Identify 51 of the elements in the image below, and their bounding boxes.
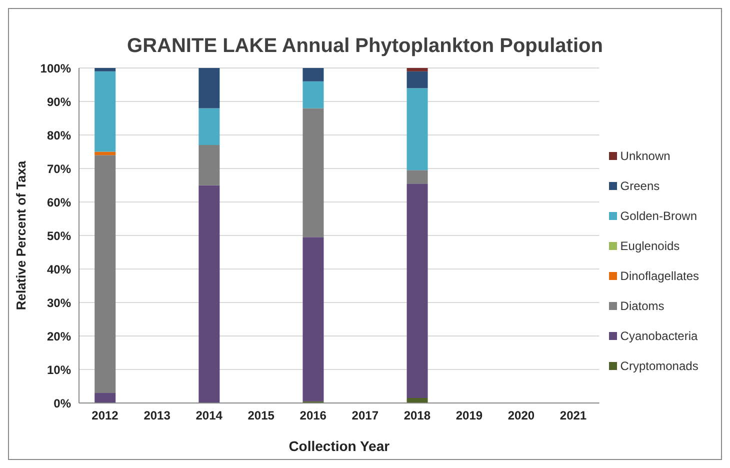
chart-title: GRANITE LAKE Annual Phytoplankton Population <box>126 35 604 58</box>
y-tick-label: 70% <box>46 162 72 176</box>
bar <box>406 398 428 403</box>
bar <box>406 71 428 88</box>
x-tick-label: 2015 <box>248 408 275 423</box>
bar <box>406 184 428 398</box>
x-tick-label: 2016 <box>300 408 327 423</box>
x-tick-label: 2014 <box>196 408 223 423</box>
y-tick-label: 30% <box>46 296 72 310</box>
bar <box>198 185 220 403</box>
y-tick-label: 100% <box>40 61 72 76</box>
bar <box>406 88 428 170</box>
bar <box>198 68 220 108</box>
x-tick-label: 2013 <box>144 408 171 423</box>
y-tick-label: 80% <box>46 128 72 142</box>
legend-label: Diatoms <box>620 298 664 312</box>
x-axis-title: Collection Year <box>288 438 390 454</box>
y-tick-label: 0% <box>54 396 72 410</box>
x-tick-label: 2018 <box>404 408 431 423</box>
legend-label: Golden-Brown <box>620 208 697 222</box>
bar <box>94 155 116 393</box>
x-tick-label: 2021 <box>560 408 587 423</box>
bar <box>302 237 324 402</box>
bar <box>406 68 428 72</box>
y-tick-label: 90% <box>46 94 72 109</box>
legend-label: Dinoflagellates <box>620 268 699 282</box>
y-axis-title: Relative Percent of Taxa <box>14 160 29 310</box>
x-tick-label: 2020 <box>508 408 535 423</box>
x-tick-label: 2019 <box>456 408 483 423</box>
bar <box>94 68 116 72</box>
x-tick-label: 2012 <box>92 408 119 423</box>
legend-label: Unknown <box>620 148 670 162</box>
legend-label: Cyanobacteria <box>620 328 698 342</box>
bar <box>94 71 116 152</box>
bar <box>406 170 428 184</box>
bar <box>94 152 116 156</box>
y-tick-label: 50% <box>46 228 72 243</box>
y-tick-label: 10% <box>46 362 72 377</box>
legend-label: Euglenoids <box>620 238 680 252</box>
bar <box>302 108 324 238</box>
y-tick-label: 60% <box>46 195 72 210</box>
y-tick-label: 20% <box>46 329 72 344</box>
bar <box>198 108 220 146</box>
bar <box>94 392 116 403</box>
bar <box>302 68 324 82</box>
legend-label: Greens <box>620 178 660 192</box>
bar <box>198 145 220 186</box>
x-tick-label: 2017 <box>352 408 379 423</box>
legend-label: Cryptomonads <box>620 358 698 372</box>
bar <box>302 81 324 108</box>
y-tick-label: 40% <box>46 262 72 276</box>
